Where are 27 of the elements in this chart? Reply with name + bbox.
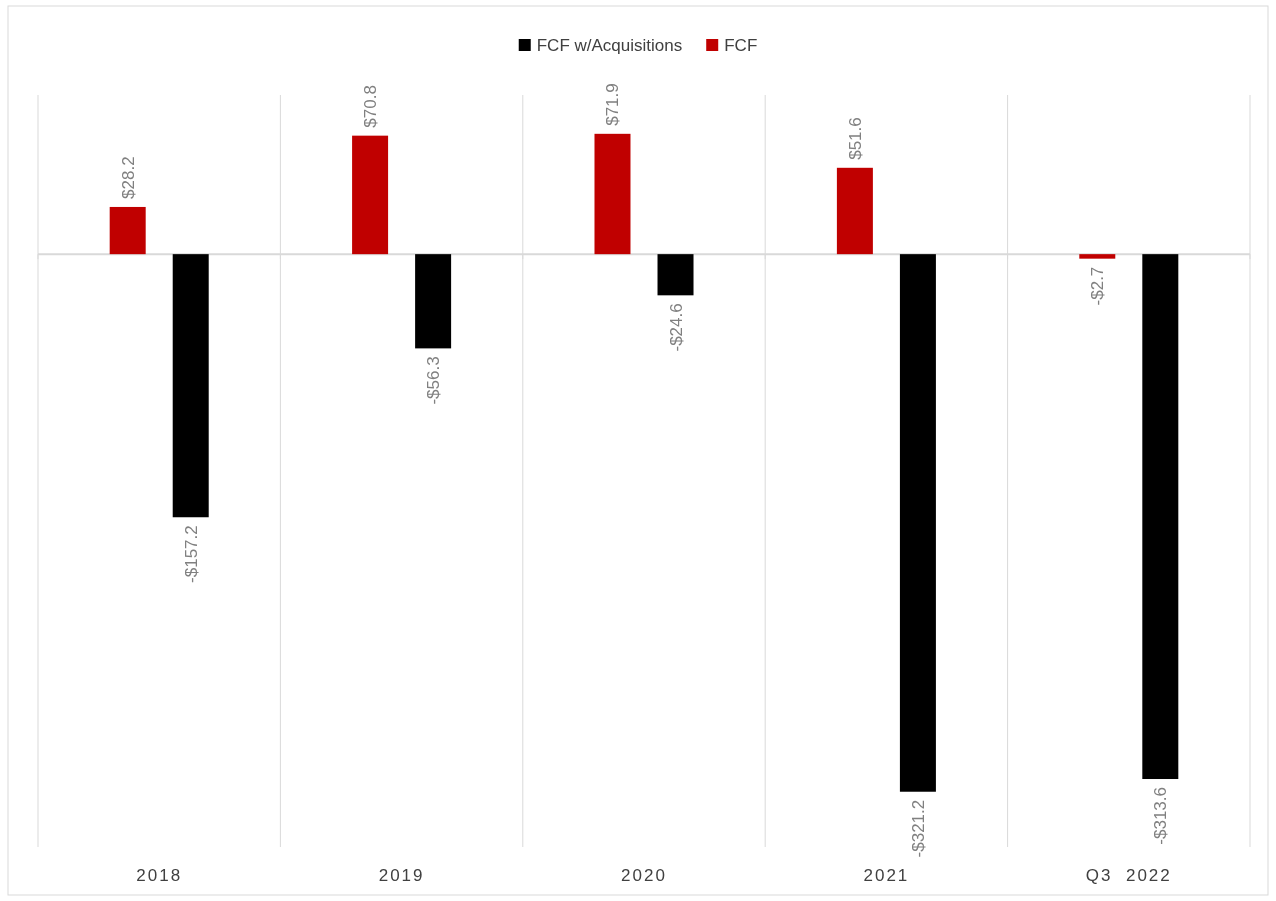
bar [1142, 254, 1179, 780]
bar [172, 254, 209, 518]
x-tick-label: 2020 [621, 866, 667, 885]
data-label: -$2.7 [1088, 266, 1108, 306]
bar [1079, 254, 1116, 259]
bar [109, 206, 146, 255]
data-label: $51.6 [845, 117, 865, 160]
data-label: -$157.2 [181, 525, 201, 583]
x-tick-label: 2019 [378, 866, 425, 885]
data-label: -$24.6 [666, 303, 686, 352]
x-tick-label: 2018 [136, 866, 183, 885]
x-tick-label: Q3 2022 [1085, 866, 1172, 885]
bar [415, 254, 452, 349]
data-label: -$313.6 [1151, 787, 1171, 845]
legend-label: FCF w/Acquisitions [536, 36, 683, 55]
x-tick-label: 2021 [863, 866, 910, 885]
data-label: $71.9 [603, 83, 623, 126]
bar [657, 254, 694, 296]
data-label: $70.8 [361, 85, 381, 128]
data-label: -$56.3 [424, 356, 444, 405]
bar [899, 254, 936, 792]
data-label: -$321.2 [908, 799, 928, 858]
bar [836, 167, 873, 255]
data-label: $28.2 [118, 156, 138, 199]
bar [352, 135, 389, 255]
bar [594, 133, 631, 255]
legend-label: FCF [724, 36, 758, 55]
